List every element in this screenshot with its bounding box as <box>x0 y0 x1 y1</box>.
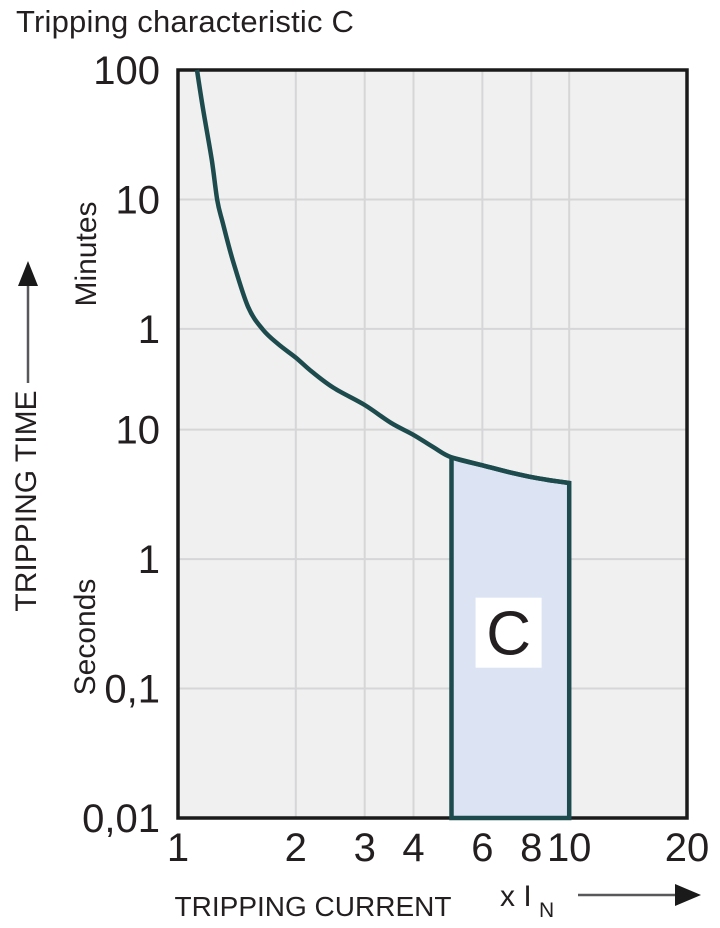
y-tick-label: 10 <box>116 409 161 453</box>
x-tick-label: 4 <box>402 826 424 870</box>
x-tick-label: 6 <box>471 826 493 870</box>
y-tick-label: 0,01 <box>82 797 160 841</box>
region-label-box <box>475 597 542 668</box>
tripping-curve <box>194 69 570 486</box>
y-tick-label: 0,1 <box>104 668 160 712</box>
arrowhead-up-icon <box>18 261 38 286</box>
plot-border <box>176 68 689 820</box>
region-label: C <box>486 600 531 669</box>
y-tick-label: 1 <box>138 538 160 582</box>
figure-title: Tripping characteristic C <box>16 4 355 39</box>
y-axis-unit-seconds: Seconds <box>69 579 102 696</box>
x-tick-label: 10 <box>547 826 592 870</box>
y-tick-label: 10 <box>116 179 161 223</box>
y-tick-label: 100 <box>93 49 160 93</box>
x-tick-label: 3 <box>354 826 376 870</box>
y-axis-title: TRIPPING TIME <box>10 390 43 611</box>
x-axis-unit: x I <box>500 880 532 913</box>
y-axis-unit-minutes: Minutes <box>70 201 103 306</box>
plot-area <box>178 70 687 818</box>
y-tick-label: 1 <box>138 308 160 352</box>
x-tick-label: 2 <box>285 826 307 870</box>
x-tick-label: 8 <box>520 826 542 870</box>
arrowhead-right-icon <box>675 884 701 906</box>
x-tick-label: 1 <box>167 826 189 870</box>
x-axis-unit-subscript: N <box>539 899 554 922</box>
x-tick-label: 20 <box>665 826 710 870</box>
x-axis-title: TRIPPING CURRENT <box>175 891 452 922</box>
